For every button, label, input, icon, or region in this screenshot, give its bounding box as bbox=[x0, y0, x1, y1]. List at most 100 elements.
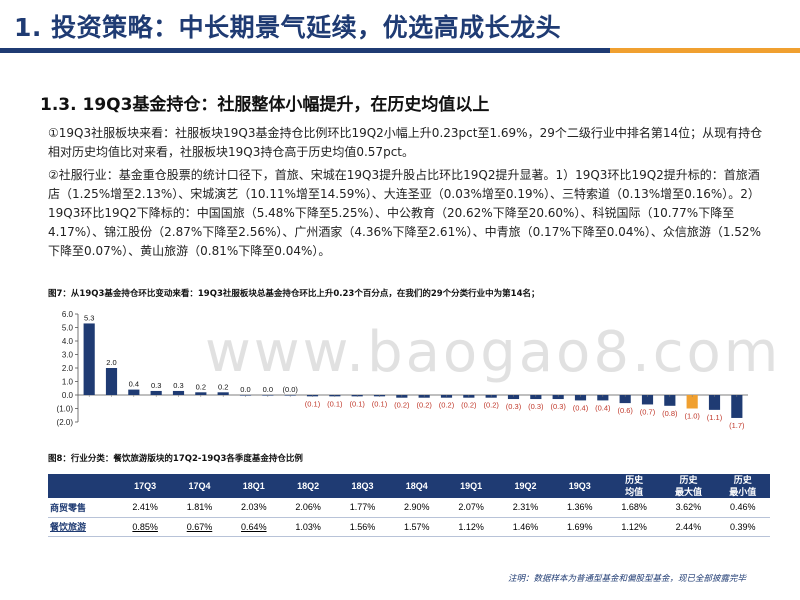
bar-value-label: 5.3 bbox=[84, 313, 94, 322]
y-tick-label: 0.0 bbox=[62, 391, 74, 400]
bar bbox=[530, 395, 542, 400]
bar bbox=[128, 389, 140, 395]
fund-holding-change-chart: 6.0 5.0 4.0 3.0 2.0 1.0 0.0 (1.0) (2.0) 5.3 2.0 0.4… bbox=[57, 310, 748, 430]
bar-value-label: (0.8) bbox=[662, 409, 678, 418]
table-header-18q4: 18Q4 bbox=[389, 474, 444, 498]
y-tick-label: 6.0 bbox=[62, 310, 74, 319]
bar bbox=[105, 368, 118, 395]
table-cell: 2.90% bbox=[389, 498, 444, 518]
section-title: 1.3. 19Q3基金持仓：社服整体小幅提升，在历史均值以上 bbox=[40, 95, 490, 115]
y-tick-label: (1.0) bbox=[57, 405, 74, 414]
header-rule-blue bbox=[0, 48, 610, 53]
table-row: 餐饮旅游 0.85% 0.67% 0.64% 1.03% 1.56% 1.57%… bbox=[48, 517, 770, 537]
paragraph-1: ①19Q3社服板块来看：社服板块19Q3基金持仓比例环比19Q2小幅上升0.23… bbox=[48, 126, 763, 159]
table-cell: 2.07% bbox=[443, 498, 499, 518]
table-header-17q3: 17Q3 bbox=[118, 474, 173, 498]
bar bbox=[217, 392, 229, 395]
figure1-caption: 图7：从19Q3基金持仓环比变动来看：19Q3社服板块总基金持仓环比上升0.23… bbox=[48, 289, 540, 299]
table-header-18q1: 18Q1 bbox=[226, 474, 281, 498]
table-cell: 1.77% bbox=[335, 498, 390, 518]
table-header-hist-max: 历史 最大值 bbox=[661, 474, 716, 498]
header-rule-orange bbox=[610, 48, 800, 53]
bar-value-label: (0.0) bbox=[282, 385, 298, 394]
bar bbox=[574, 395, 587, 401]
bar bbox=[597, 395, 609, 401]
bar bbox=[150, 390, 162, 395]
hist-max-line1: 历史 bbox=[679, 475, 698, 485]
table-header-19q2: 19Q2 bbox=[498, 474, 553, 498]
table-cell: 0.46% bbox=[715, 498, 770, 518]
y-tick-label: (2.0) bbox=[57, 418, 74, 427]
table-cell: 2.44% bbox=[661, 517, 716, 537]
bar bbox=[686, 395, 698, 409]
table-cell: 2.31% bbox=[498, 498, 553, 518]
bar-value-label: (0.2) bbox=[394, 401, 410, 410]
holding-ratio-table: 17Q3 17Q4 18Q1 18Q2 18Q3 18Q4 19Q1 19Q2 … bbox=[48, 474, 770, 537]
bar-value-label: (0.2) bbox=[416, 401, 432, 410]
table-cell: 2.41% bbox=[118, 498, 173, 518]
table-cell: 0.85% bbox=[118, 517, 173, 537]
hist-min-line1: 历史 bbox=[733, 475, 752, 485]
table-cell: 0.67% bbox=[172, 517, 227, 537]
bar-value-label: (0.2) bbox=[461, 401, 477, 410]
bar bbox=[507, 395, 520, 400]
table-cell: 1.03% bbox=[280, 517, 336, 537]
table-cell: 2.06% bbox=[280, 498, 336, 518]
bar bbox=[664, 395, 676, 406]
table-cell: 1.57% bbox=[389, 517, 444, 537]
bar-value-label: 0.0 bbox=[240, 385, 250, 394]
bar-value-label: (0.3) bbox=[506, 402, 522, 411]
footnote: 注明：数据样本为普通型基金和偏股型基金，现已全部披露完毕 bbox=[507, 574, 746, 584]
y-tick-label: 5.0 bbox=[62, 324, 74, 333]
bar bbox=[731, 395, 743, 418]
hist-min-line2: 最小值 bbox=[729, 487, 757, 497]
y-tick-label: 1.0 bbox=[62, 378, 74, 387]
table-cell: 1.12% bbox=[443, 517, 499, 537]
table-header-19q1: 19Q1 bbox=[443, 474, 499, 498]
table-cell: 1.81% bbox=[172, 498, 227, 518]
table-cell: 0.39% bbox=[715, 517, 770, 537]
row-label: 餐饮旅游 bbox=[48, 517, 118, 537]
table-header-19q3: 19Q3 bbox=[552, 474, 607, 498]
bar-value-label: (0.2) bbox=[439, 401, 455, 410]
bar-value-label: (0.6) bbox=[617, 406, 633, 415]
bar bbox=[172, 390, 185, 395]
bar-value-label: 2.0 bbox=[106, 358, 116, 367]
table-header-hist-min: 历史 最小值 bbox=[715, 474, 770, 498]
bar-value-label: 0.2 bbox=[218, 382, 228, 391]
table-cell: 1.46% bbox=[498, 517, 553, 537]
bar-value-label: (0.3) bbox=[528, 402, 544, 411]
row-label: 商贸零售 bbox=[48, 498, 118, 518]
bar-value-label: (0.4) bbox=[595, 403, 611, 412]
y-tick-label: 3.0 bbox=[62, 351, 74, 360]
table-cell: 1.56% bbox=[335, 517, 390, 537]
table-cell: 3.62% bbox=[661, 498, 716, 518]
bar-value-label: (0.1) bbox=[372, 399, 388, 408]
table-header-hist-mean: 历史 均值 bbox=[606, 474, 662, 498]
bar bbox=[619, 395, 631, 404]
bar-value-label: (0.3) bbox=[550, 402, 566, 411]
figure2-caption: 图8：行业分类：餐饮旅游版块的17Q2-19Q3各季度基金持仓比例 bbox=[48, 454, 303, 464]
y-tick-label: 4.0 bbox=[62, 337, 74, 346]
table-header-18q2: 18Q2 bbox=[280, 474, 336, 498]
bar-value-label: (0.1) bbox=[349, 399, 365, 408]
bar bbox=[195, 392, 207, 395]
page-title: 1. 投资策略：中长期景气延续，优选高成长龙头 bbox=[14, 13, 562, 42]
bar-value-label: (0.4) bbox=[573, 403, 589, 412]
bar-value-label: (1.7) bbox=[729, 421, 745, 430]
table-cell: 1.36% bbox=[552, 498, 607, 518]
table-cell: 1.68% bbox=[606, 498, 662, 518]
table-cell: 0.64% bbox=[226, 517, 281, 537]
bar-value-label: 0.3 bbox=[173, 381, 183, 390]
table-row: 商贸零售 2.41% 1.81% 2.03% 2.06% 1.77% 2.90%… bbox=[48, 498, 770, 518]
bar-value-label: (1.0) bbox=[684, 412, 700, 421]
bar bbox=[552, 395, 564, 400]
table-cell: 1.69% bbox=[552, 517, 607, 537]
bar-value-label: 0.2 bbox=[196, 382, 206, 391]
table-header-corner bbox=[48, 474, 118, 498]
bar-value-label: (1.1) bbox=[707, 413, 723, 422]
bar bbox=[641, 395, 654, 405]
bar-value-label: 0.0 bbox=[263, 385, 273, 394]
bar-value-label: (0.1) bbox=[327, 399, 343, 408]
bar-value-label: (0.1) bbox=[305, 399, 321, 408]
